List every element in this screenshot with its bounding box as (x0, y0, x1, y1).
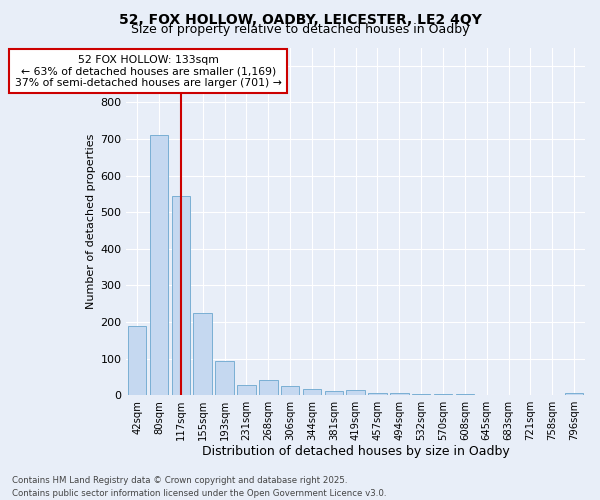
X-axis label: Distribution of detached houses by size in Oadby: Distribution of detached houses by size … (202, 444, 509, 458)
Bar (193, 313, 212, 395)
Bar (565, 392, 583, 395)
Bar (390, 394, 409, 395)
Bar (302, 389, 321, 395)
Text: 52, FOX HOLLOW, OADBY, LEICESTER, LE2 4QY: 52, FOX HOLLOW, OADBY, LEICESTER, LE2 4Q… (119, 12, 481, 26)
Bar (434, 394, 452, 395)
Text: 52 FOX HOLLOW: 133sqm
← 63% of detached houses are smaller (1,169)
37% of semi-d: 52 FOX HOLLOW: 133sqm ← 63% of detached … (15, 55, 281, 88)
Bar (281, 386, 299, 395)
Bar (172, 196, 190, 395)
Bar (215, 361, 234, 395)
Text: Size of property relative to detached houses in Oadby: Size of property relative to detached ho… (131, 22, 469, 36)
Text: Contains HM Land Registry data © Crown copyright and database right 2025.
Contai: Contains HM Land Registry data © Crown c… (12, 476, 386, 498)
Bar (368, 393, 387, 395)
Bar (346, 390, 365, 395)
Bar (325, 390, 343, 395)
Bar (455, 394, 474, 395)
Y-axis label: Number of detached properties: Number of detached properties (86, 134, 96, 309)
Bar (412, 394, 430, 395)
Bar (128, 326, 146, 395)
Bar (237, 385, 256, 395)
Bar (259, 380, 278, 395)
Bar (150, 136, 169, 395)
